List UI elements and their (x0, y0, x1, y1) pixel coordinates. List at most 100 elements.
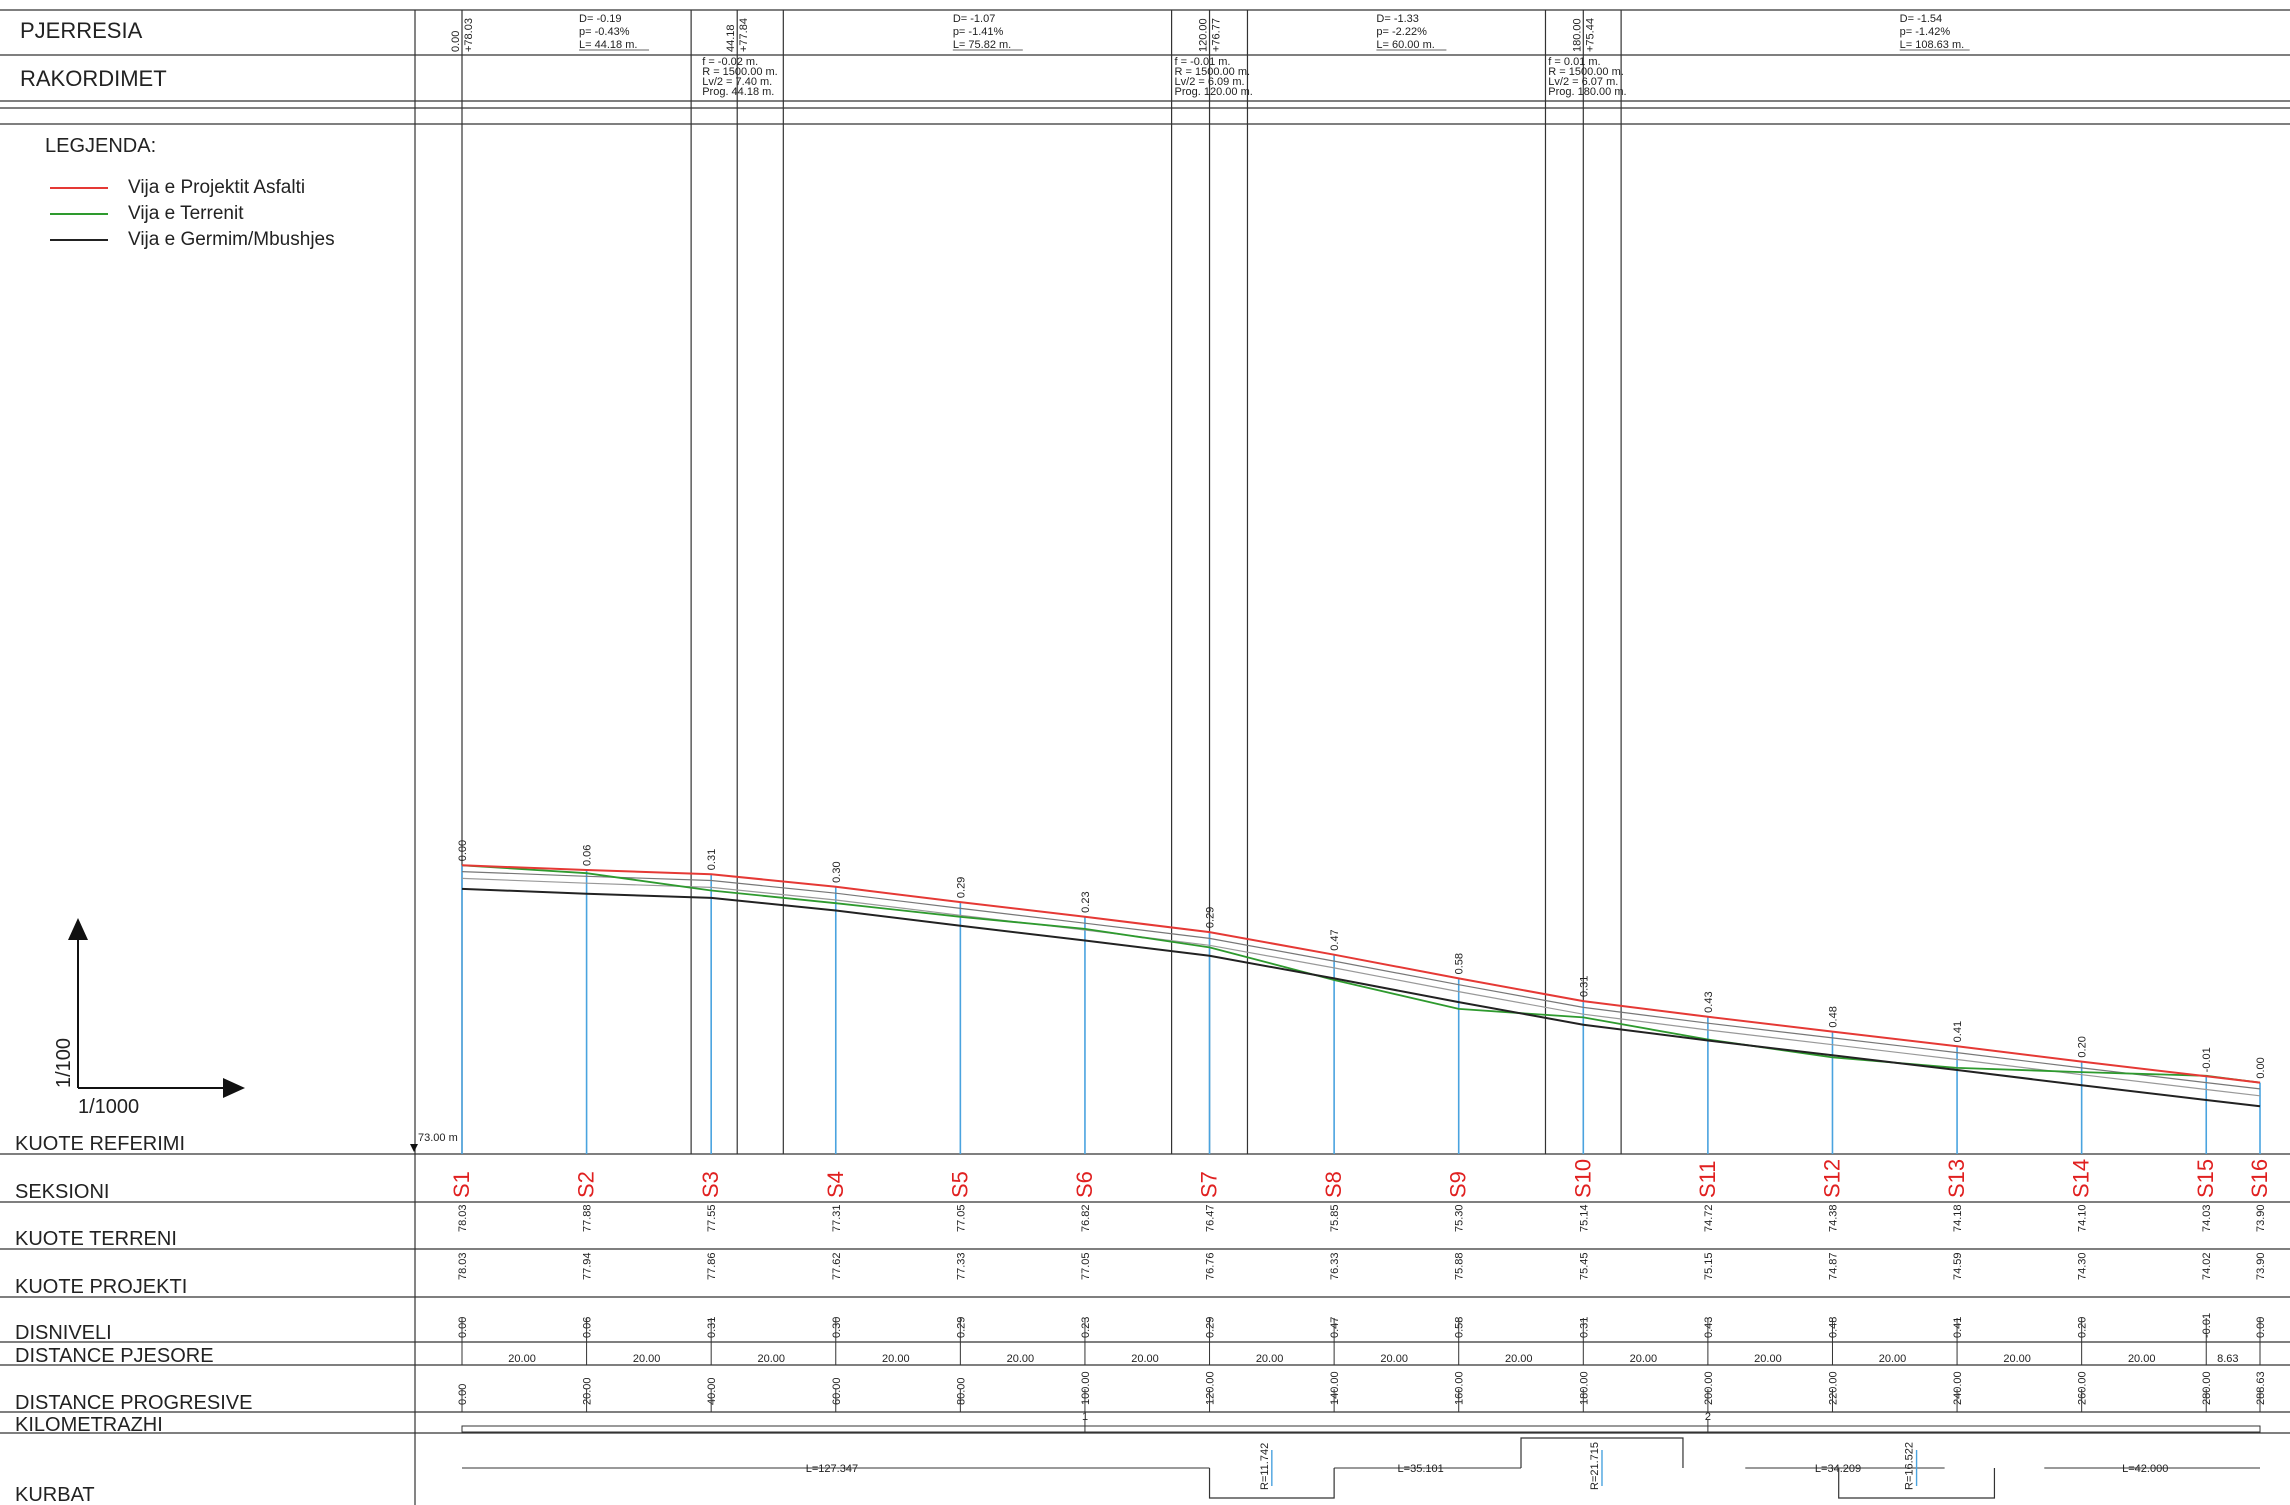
profile-difference-label: 0.47 (1329, 929, 1341, 950)
project-elevation-cell: 74.02 (2201, 1252, 2213, 1280)
tangent-length-label: L=42.000 (2122, 1463, 2168, 1475)
project-elevation-cell: 73.90 (2255, 1252, 2267, 1280)
progressive-distance-cell: 200.00 (1703, 1371, 1715, 1405)
vertical-curve-text: R = 1500.00 m. (702, 66, 778, 78)
profile-difference-label: 0.29 (955, 877, 967, 898)
difference-cell: 0.58 (1454, 1317, 1466, 1338)
layer-line (461, 871, 2261, 1090)
scale-indicator: 1/100 1/1000 (53, 918, 245, 1118)
difference-cell: 0.23 (1080, 1317, 1092, 1338)
difference-cell: 0.47 (1329, 1317, 1341, 1338)
difference-cell: 0.29 (955, 1317, 967, 1338)
grade-l-label: L= 108.63 m. (1900, 39, 1965, 51)
progressive-distance-cell: 160.00 (1454, 1371, 1466, 1405)
project-elevation-cell: 74.30 (2077, 1252, 2089, 1280)
profile-labels: 0.00 0.06 0.31 0.30 0.29 0.23 0.29 0.47 0.58 0.31… (457, 840, 2267, 1079)
vertical-curve-text: Prog. 44.18 m. (702, 86, 774, 98)
partial-distance-cell: 20.00 (757, 1353, 785, 1365)
section-label: S3 (698, 1171, 723, 1198)
terrain-elevation-cell: 75.85 (1329, 1204, 1341, 1232)
kurbat-row: L=127.347 L=35.101 L=34.209 L=42.000 R=11.74… (462, 1437, 2260, 1499)
scale-vertical-label: 1/100 (53, 1038, 75, 1088)
vertical-curve-text: f = -0.01 m. (1175, 56, 1231, 68)
project-line (461, 864, 2261, 1084)
grade-break-elevation-label: +78.03 (463, 18, 475, 52)
row-title-kilometrazhi: KILOMETRAZHI (15, 1414, 163, 1436)
grade-break-station-label: 120.00 (1198, 18, 1210, 52)
grade-break-station-label: 180.00 (1571, 18, 1583, 52)
section-label: S16 (2247, 1159, 2272, 1198)
section-label: S11 (1695, 1160, 1720, 1198)
curve-box (1208, 1468, 1335, 1499)
section-label: S5 (947, 1171, 972, 1198)
profile-difference-label: 0.48 (1827, 1006, 1839, 1027)
excavation-line (461, 887, 2261, 1108)
terrain-elevation-cell: 75.14 (1578, 1204, 1590, 1232)
difference-cell: 0.31 (706, 1317, 718, 1338)
vertical-curve-text: Lv/2 = 6.07 m. (1548, 76, 1618, 88)
profile-difference-label: 0.20 (2077, 1036, 2089, 1057)
row-title-distance-progresive: DISTANCE PROGRESIVE (15, 1392, 252, 1414)
terrain-line (461, 864, 2261, 1084)
project-elevation-cell: 75.88 (1454, 1252, 1466, 1280)
frame (0, 9, 2290, 1505)
grade-break-station-label: 44.18 (725, 24, 737, 52)
partial-distance-cell: 20.00 (1007, 1353, 1035, 1365)
profile-lines (461, 864, 2261, 1108)
section-label: S13 (1944, 1159, 1969, 1198)
station-lines (461, 865, 2261, 1154)
layer-line (461, 877, 2261, 1097)
progressive-distance-cell: 100.00 (1080, 1371, 1092, 1405)
partial-distance-cell: 20.00 (633, 1353, 661, 1365)
terrain-elevation-cell: 76.82 (1080, 1204, 1092, 1232)
legend: LEGJENDA: Vija e Projektit Asfalti Vija … (45, 135, 335, 250)
terrain-elevation-cell: 77.88 (582, 1204, 594, 1232)
grade-d-label: D= -1.54 (1900, 13, 1943, 25)
row-title-seksioni: SEKSIONI (15, 1181, 109, 1203)
terrain-elevation-cell: 74.72 (1703, 1204, 1715, 1232)
partial-distance-cell: 20.00 (1380, 1353, 1408, 1365)
profile-difference-label: 0.23 (1080, 891, 1092, 912)
tangent-length-label: L=35.101 (1398, 1463, 1444, 1475)
section-label: S1 (449, 1171, 474, 1198)
grade-d-label: D= -1.33 (1376, 13, 1419, 25)
section-label: S4 (823, 1171, 848, 1198)
vertical-curve-text: Prog. 120.00 m. (1175, 86, 1253, 98)
tangent-length-label: L=34.209 (1815, 1463, 1861, 1475)
curve-radius-label: R=11.742 (1259, 1443, 1271, 1490)
project-elevation-cell: 74.87 (1827, 1252, 1839, 1280)
progressive-distance-cell: 60.00 (831, 1377, 843, 1405)
grade-d-label: D= -1.07 (953, 13, 996, 25)
legend-item-label: Vija e Germim/Mbushjes (128, 229, 335, 250)
difference-cell: 0.30 (831, 1317, 843, 1338)
terrain-elevation-cell: 74.03 (2201, 1204, 2213, 1232)
progressive-distance-cell: 80.00 (955, 1377, 967, 1405)
curve-radius-label: R=16.522 (1904, 1442, 1916, 1490)
partial-distance-cell: 20.00 (1879, 1353, 1907, 1365)
difference-cell: 0.29 (1205, 1317, 1217, 1338)
partial-distance-cell: 20.00 (2003, 1353, 2031, 1365)
progressive-distance-cell: 220.00 (1827, 1371, 1839, 1405)
difference-cell: 0.00 (2255, 1317, 2267, 1338)
difference-cell: 0.31 (1578, 1317, 1590, 1338)
section-label: S12 (1819, 1159, 1844, 1198)
difference-cell: 0.20 (2077, 1317, 2089, 1338)
terrain-elevation-cell: 77.31 (831, 1204, 843, 1232)
progressive-distance-cell: 40.00 (706, 1377, 718, 1405)
progressive-distance-cell: 0.00 (457, 1384, 469, 1405)
project-elevation-cell: 77.62 (831, 1252, 843, 1280)
grade-p-label: p= -2.22% (1376, 26, 1427, 38)
profile-difference-label: 0.00 (2255, 1057, 2267, 1078)
row-title-rakordimet: RAKORDIMET (20, 66, 167, 91)
grade-break-elevation-label: +75.44 (1584, 18, 1596, 52)
profile-difference-label: 0.30 (831, 861, 843, 882)
partial-distance-cell: 20.00 (1256, 1353, 1284, 1365)
difference-cell: 0.41 (1952, 1317, 1964, 1338)
project-elevation-cell: 74.59 (1952, 1252, 1964, 1280)
grade-l-label: L= 75.82 m. (953, 39, 1011, 51)
partial-distance-cell: 20.00 (1630, 1353, 1658, 1365)
reference-level-label: 73.00 m (418, 1132, 458, 1144)
progressive-distance-cell: 20.00 (582, 1377, 594, 1405)
